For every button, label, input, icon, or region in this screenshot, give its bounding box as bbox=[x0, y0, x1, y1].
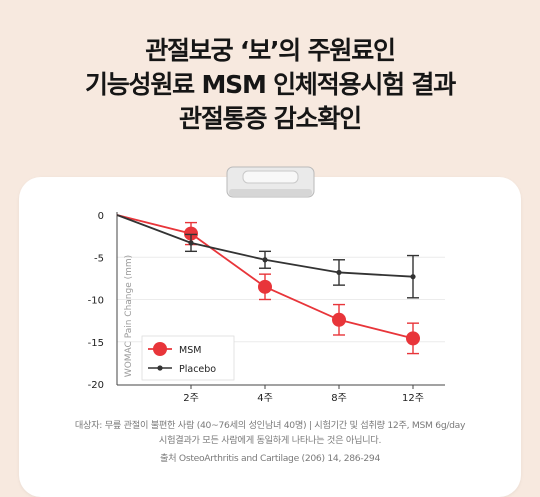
chart-board bbox=[19, 177, 521, 497]
chart-series bbox=[116, 214, 420, 355]
y-tick-label: -5 bbox=[94, 253, 104, 264]
series-msm bbox=[116, 214, 420, 355]
x-tick-label: 4주 bbox=[257, 393, 273, 404]
subjects-note: 대상자: 무릎 관절이 불편한 사람 (40~76세의 성인남녀 40명) | … bbox=[74, 420, 466, 431]
headline-line-3: 관절통증 감소확인 bbox=[179, 104, 362, 133]
headline-line-1: 관절보궁 ‘보’의 주원료인 bbox=[145, 36, 396, 65]
headline-line-2: 기능성원료 MSM 인체적용시험 결과 bbox=[84, 70, 456, 99]
y-axis-label: WOMAC Pain Change (mm) bbox=[124, 255, 134, 377]
data-point-placebo bbox=[188, 240, 194, 246]
legend-label-msm: MSM bbox=[179, 345, 201, 356]
y-tick-label: -10 bbox=[88, 296, 104, 307]
legend-marker-placebo bbox=[157, 365, 163, 371]
legend-label-placebo: Placebo bbox=[179, 364, 216, 375]
data-point-msm bbox=[332, 312, 346, 327]
y-tick-label: -15 bbox=[88, 338, 104, 349]
y-tick-label: 0 bbox=[98, 211, 104, 222]
y-tick-labels: 0 -5 -10 -15 -20 bbox=[88, 211, 104, 391]
x-tick-label: 2주 bbox=[183, 393, 199, 404]
footnotes: 대상자: 무릎 관절이 불편한 사람 (40~76세의 성인남녀 40명) | … bbox=[19, 418, 521, 466]
data-point-msm bbox=[406, 331, 420, 346]
data-point-placebo bbox=[262, 257, 268, 263]
legend-marker-msm bbox=[153, 342, 167, 356]
disclaimer-note: 시험결과가 모든 사람에게 동일하게 나타나는 것은 아닙니다. bbox=[158, 435, 382, 446]
clipboard-clip-icon bbox=[226, 166, 315, 198]
x-tick-labels: 2주 4주 8주 12주 bbox=[183, 385, 424, 404]
headline: 관절보궁 ‘보’의 주원료인 기능성원료 MSM 인체적용시험 결과 관절통증 … bbox=[0, 34, 540, 136]
data-point-placebo bbox=[410, 274, 416, 280]
data-point-msm bbox=[184, 226, 198, 241]
chart-legend: MSM Placebo bbox=[141, 335, 235, 381]
source-note: 출처 OsteoArthritis and Cartilage (206) 14… bbox=[159, 453, 380, 464]
y-tick-label: -20 bbox=[88, 380, 104, 391]
data-point-placebo bbox=[336, 269, 342, 276]
series-placebo bbox=[116, 214, 419, 299]
data-point-msm bbox=[258, 279, 272, 294]
x-tick-label: 8주 bbox=[331, 393, 347, 404]
chart-gridlines bbox=[117, 256, 445, 343]
x-tick-label: 12주 bbox=[402, 393, 424, 404]
